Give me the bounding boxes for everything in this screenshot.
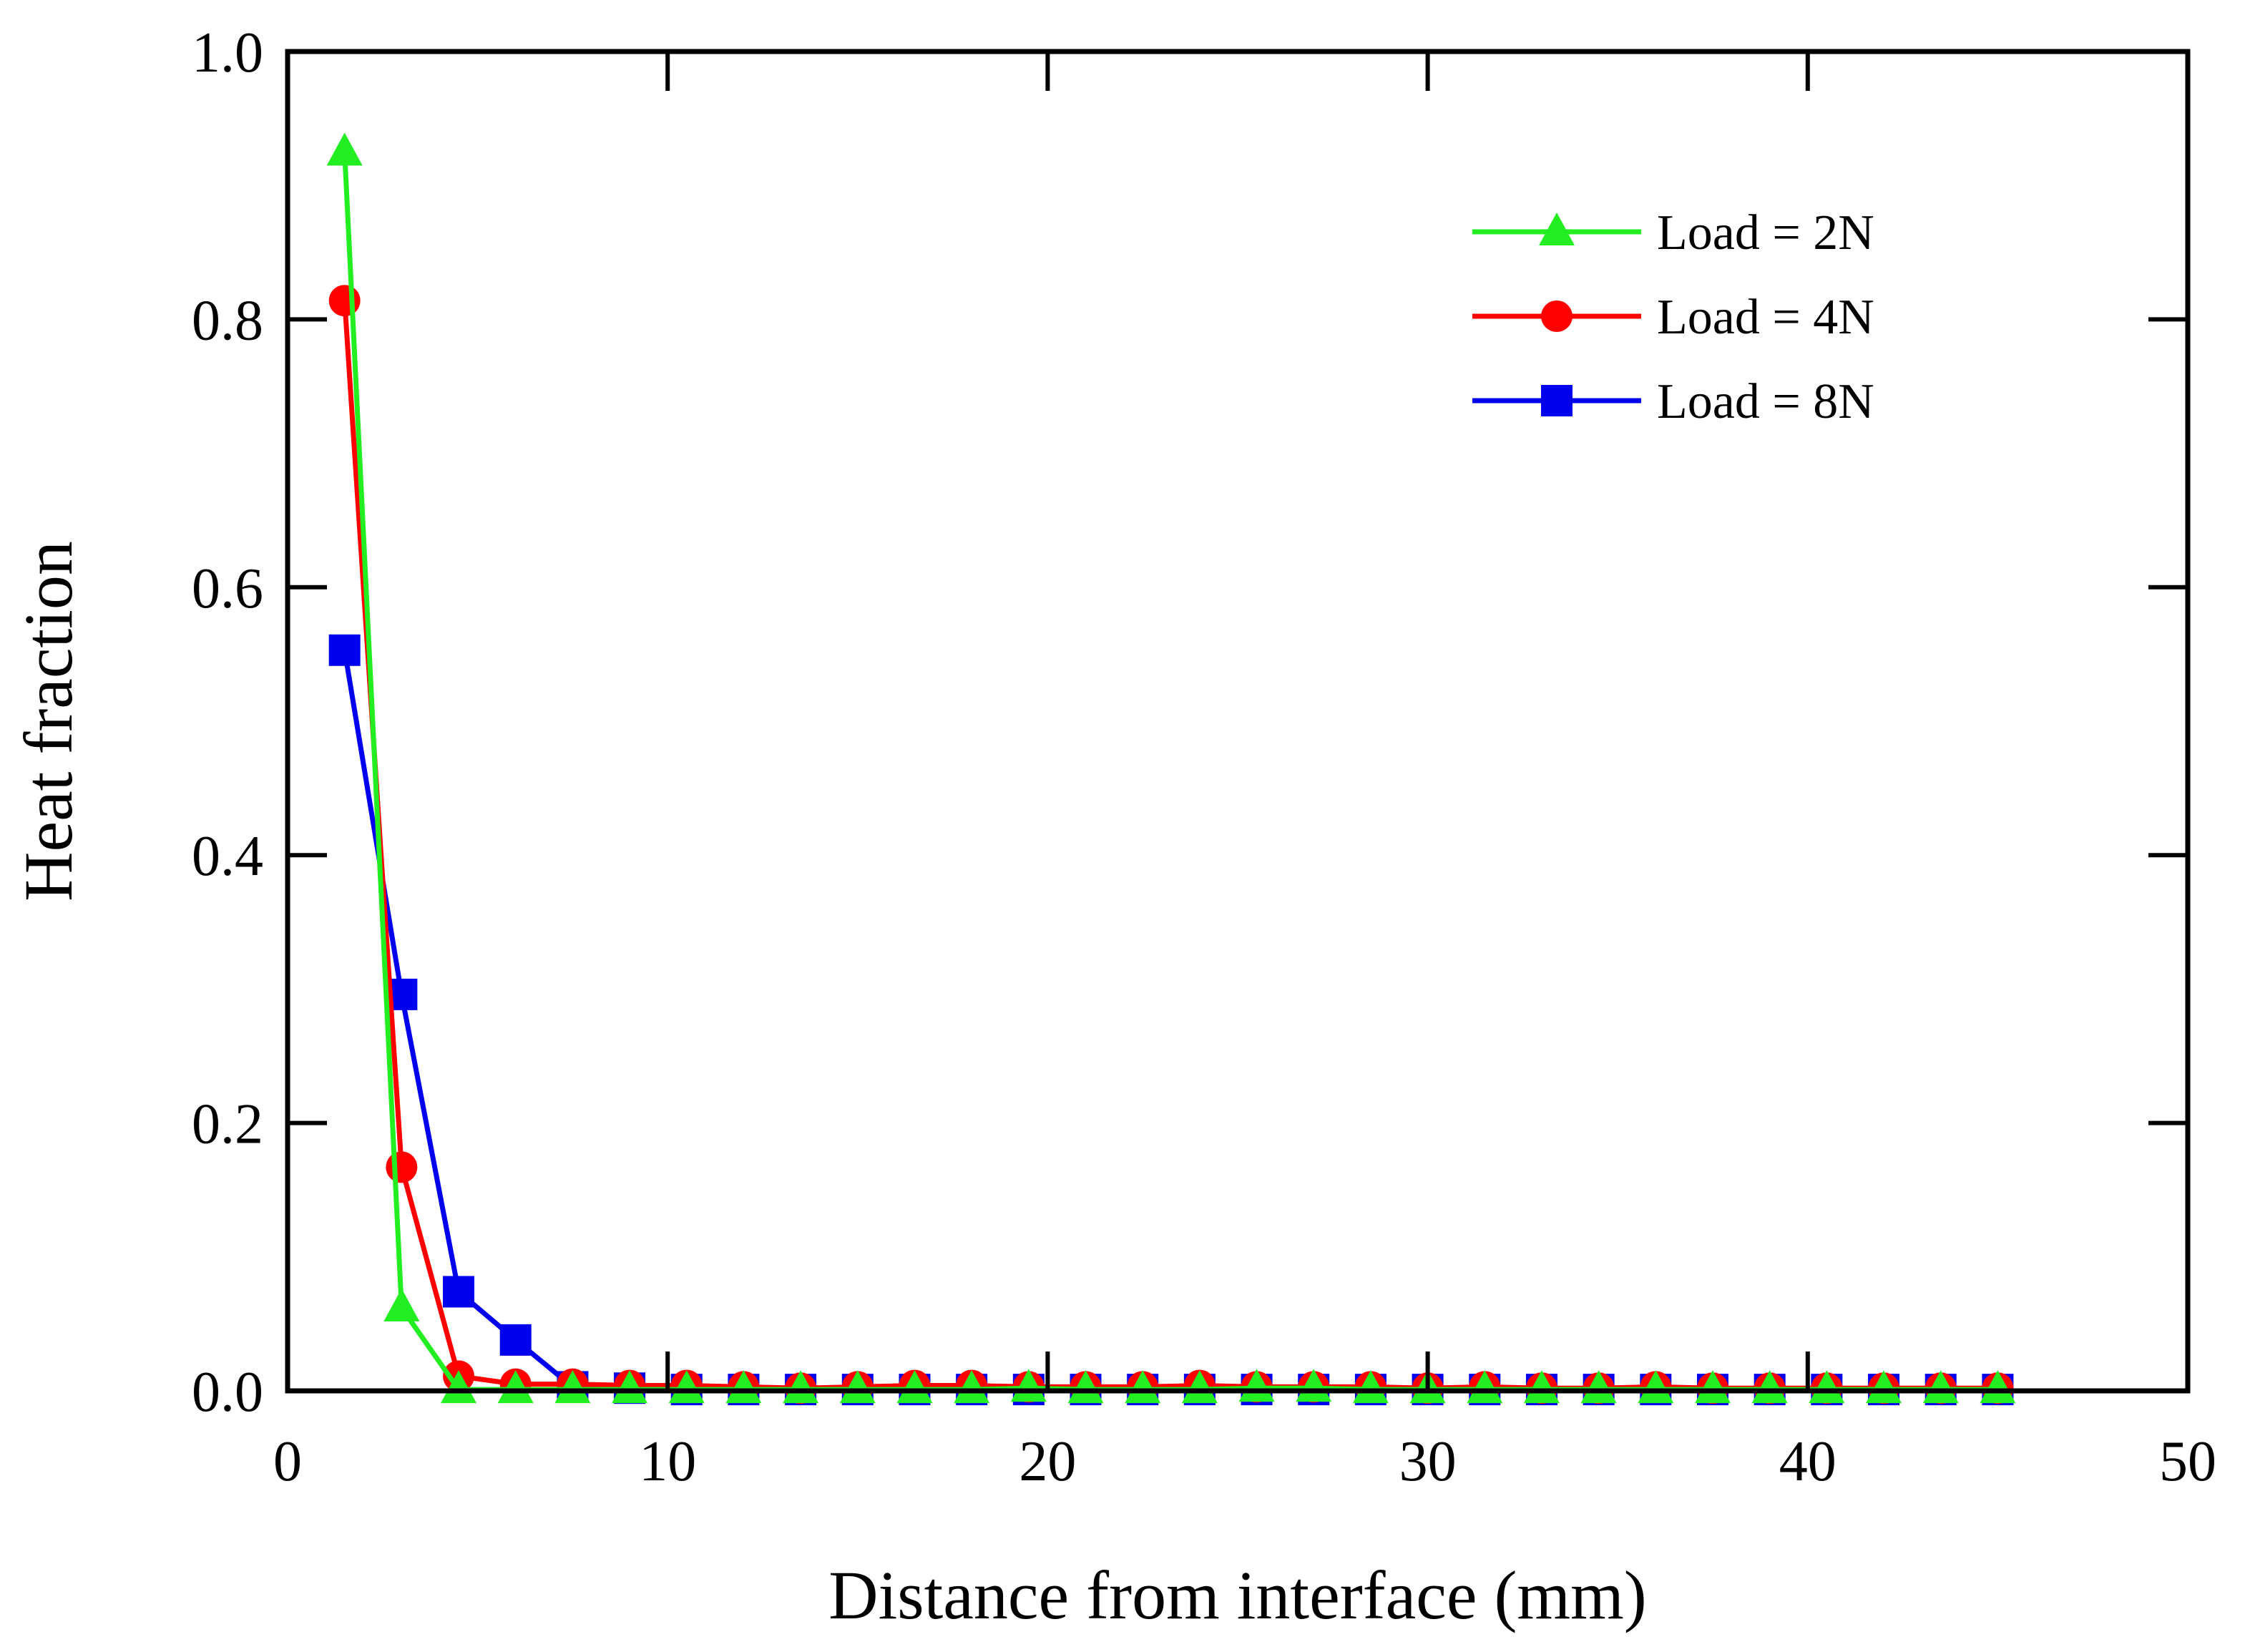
data-point-load-2n [954,1370,990,1404]
legend-label: Load = 2N [1657,205,1874,260]
data-point-load-2n [612,1370,648,1404]
data-point-load-2n [1922,1370,1959,1404]
data-point-load-8n [443,1276,475,1308]
x-tick-label: 0 [273,1430,302,1493]
data-point-load-2n [1695,1370,1731,1404]
legend-marker [1541,300,1573,332]
data-point-load-2n [1809,1370,1845,1404]
legend-marker [1539,212,1575,245]
data-point-load-2n [668,1370,705,1404]
y-tick-label: 0.2 [192,1093,263,1156]
data-point-load-2n [1580,1370,1617,1404]
series-load-8n [328,634,2014,1406]
legend-item: Load = 2N [1472,205,1874,260]
x-tick-label: 10 [639,1430,696,1493]
data-point-load-4n [328,285,361,317]
data-point-load-2n [1296,1369,1332,1402]
data-point-load-2n [554,1370,591,1404]
data-point-load-2n [1352,1370,1389,1404]
y-tick-label: 0.8 [192,289,263,352]
data-point-load-2n [839,1370,876,1404]
data-point-load-2n [1010,1369,1047,1402]
legend-item: Load = 4N [1472,290,1874,345]
data-point-load-4n [386,1151,418,1183]
data-point-load-2n [1523,1370,1560,1404]
legend: Load = 2N Load = 4N Load = 8N [1472,205,1874,429]
x-tick-label: 40 [1779,1430,1836,1493]
y-tick-label: 0.6 [192,557,263,620]
data-point-load-2n [497,1370,534,1404]
x-tick-label: 30 [1399,1430,1457,1493]
data-point-load-2n [1238,1369,1275,1402]
legend-label: Load = 4N [1657,290,1874,345]
x-tick-label: 20 [1019,1430,1076,1493]
data-point-load-2n [1751,1370,1788,1404]
data-point-load-2n [1125,1370,1161,1404]
data-point-load-2n [383,1288,420,1321]
series-line-load-4n [342,300,1998,1391]
y-tick-label: 1.0 [192,21,263,84]
data-point-load-2n [1866,1370,1902,1404]
series-load-4n [328,285,2014,1404]
data-point-load-2n [783,1370,819,1404]
x-axis-title: Distance from interface (mm) [828,1557,1646,1633]
data-point-load-2n [1067,1370,1104,1404]
series-line-load-8n [342,650,1998,1392]
ticks-layer: 0 10 20 30 40 50 0.0 0.2 0.4 0.6 0.8 1.0 [192,21,2216,1493]
y-tick-label: 0.4 [192,825,263,888]
data-point-load-2n [1181,1370,1218,1404]
legend-item: Load = 8N [1472,374,1874,429]
data-point-load-8n [499,1324,532,1356]
data-point-load-2n [896,1370,933,1404]
data-point-load-8n [328,634,361,666]
plot-frame [285,49,2191,1394]
y-axis-title: Heat fraction [10,541,87,901]
data-point-load-2n [1467,1370,1503,1404]
x-tick-label: 50 [2159,1430,2216,1493]
data-point-load-2n [441,1370,477,1404]
data-point-load-2n [1638,1370,1674,1404]
data-point-load-2n [1980,1370,2016,1404]
data-point-load-2n [725,1370,762,1404]
data-point-load-2n [326,132,363,166]
y-tick-label: 0.0 [192,1361,263,1424]
legend-marker [1541,385,1573,416]
legend-label: Load = 8N [1657,374,1874,429]
